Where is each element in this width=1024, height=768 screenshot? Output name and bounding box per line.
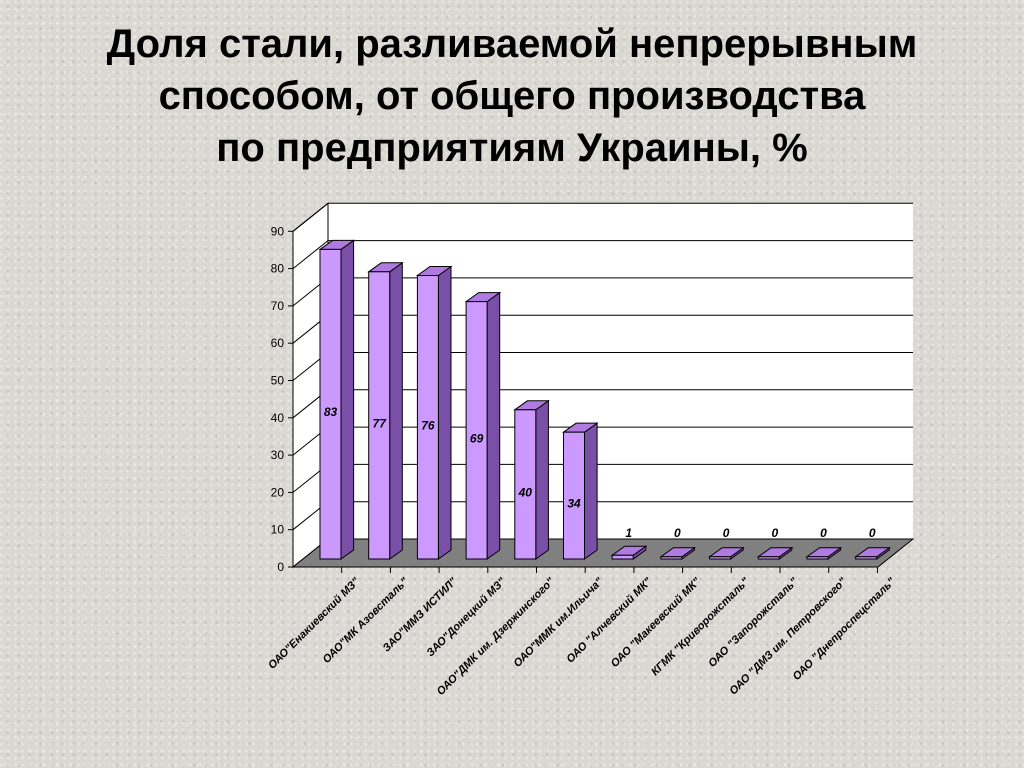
y-tick-label-0: 0 <box>277 560 284 574</box>
bar-0 <box>319 248 342 560</box>
bar-4 <box>514 409 537 560</box>
x-category-label-6: ОАО "Алчевский МК" <box>564 575 654 665</box>
bar-7 <box>660 556 683 560</box>
bar-side-0 <box>340 239 355 560</box>
bar-1 <box>368 271 391 560</box>
data-label-2: 76 <box>421 418 435 432</box>
gridline-side-80 <box>292 240 329 269</box>
x-category-label-8: КГМК "Криворожсталь" <box>649 575 752 678</box>
x-category-label-9: ОАО "Запорожсталь" <box>706 575 801 670</box>
chart-title-line-1: Доля стали, разливаемой непрерывным <box>106 22 918 66</box>
data-label-8: 0 <box>723 526 730 540</box>
data-label-5: 34 <box>567 497 581 511</box>
x-category-label-5: ОАО"ММК им.Ильича" <box>511 575 606 670</box>
bar-9 <box>757 556 780 560</box>
data-label-1: 77 <box>373 416 388 430</box>
bar-side-4 <box>535 399 549 560</box>
data-label-3: 69 <box>470 431 484 445</box>
chart-title-line-2: способом, от общего производства <box>158 74 866 118</box>
y-tick-label-60: 60 <box>271 336 285 350</box>
y-tick-label-80: 80 <box>271 262 285 276</box>
x-category-label-7: ОАО "Макеевский МК" <box>609 575 704 670</box>
bar-10 <box>806 556 829 560</box>
x-category-label-1: ОАО"МК Азовсталь" <box>321 575 412 666</box>
data-label-7: 0 <box>674 526 681 540</box>
bar-side-5 <box>584 422 598 560</box>
data-label-9: 0 <box>771 526 778 540</box>
chart-title-line-3: по предприятиям Украины, % <box>216 126 808 170</box>
x-category-label-11: ОАО "Днепроспецсталь" <box>791 575 899 683</box>
bar-side-3 <box>486 291 501 560</box>
data-label-0: 83 <box>324 405 338 419</box>
y-tick-label-20: 20 <box>271 485 285 499</box>
x-category-label-3: ЗАО"Донецкий МЗ" <box>425 575 509 659</box>
bar-6 <box>611 554 634 560</box>
bar-11 <box>855 556 878 560</box>
chart-title: Доля стали, разливаемой непрерывным спос… <box>0 18 1024 174</box>
data-label-11: 0 <box>869 526 876 540</box>
gridline-side-90 <box>292 202 329 232</box>
bar-side-2 <box>437 265 452 560</box>
y-tick-label-30: 30 <box>271 448 285 462</box>
data-label-10: 0 <box>820 526 827 540</box>
bar-8 <box>709 556 732 560</box>
chart-back-wall <box>328 203 913 540</box>
y-tick-label-40: 40 <box>271 411 285 425</box>
bar-side-1 <box>389 261 403 560</box>
y-tick-label-10: 10 <box>271 523 285 537</box>
bar-2 <box>416 275 439 560</box>
y-tick-label-50: 50 <box>271 374 285 388</box>
data-label-6: 1 <box>625 526 632 540</box>
bar-3 <box>465 301 488 560</box>
x-category-label-0: ОАО"Енакиевский МЗ" <box>266 575 363 672</box>
y-tick-label-70: 70 <box>271 299 285 313</box>
bar-5 <box>563 431 585 560</box>
data-label-4: 40 <box>518 485 533 499</box>
y-tick-label-90: 90 <box>271 224 285 238</box>
